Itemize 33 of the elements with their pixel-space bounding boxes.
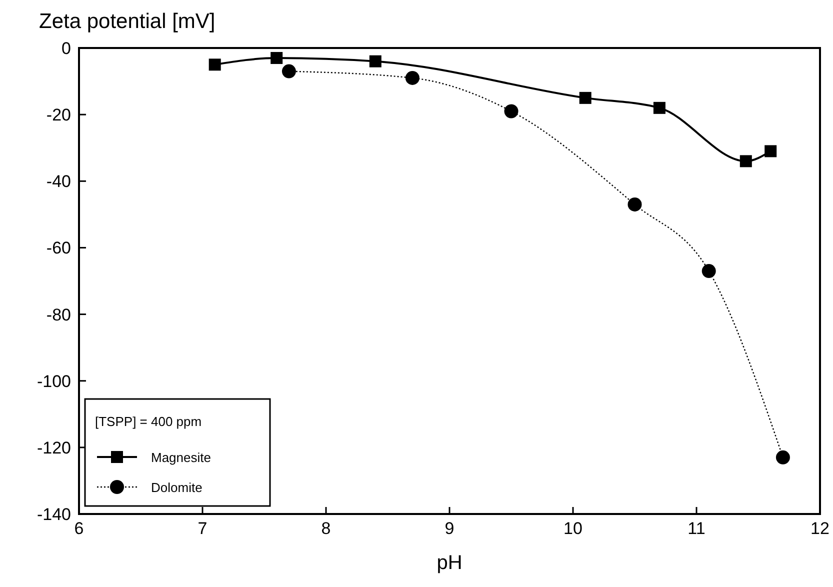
point xyxy=(208,58,221,71)
point xyxy=(282,64,296,78)
x-axis-title: pH xyxy=(436,552,462,574)
point xyxy=(270,52,283,64)
y-tick-label: -20 xyxy=(46,106,71,125)
point xyxy=(504,104,518,118)
x-tick-label: 6 xyxy=(74,519,84,538)
point xyxy=(628,197,642,212)
x-tick-label: 12 xyxy=(810,519,830,538)
point xyxy=(653,102,666,114)
y-tick-label: -140 xyxy=(36,505,71,524)
legend-label: Dolomite xyxy=(151,480,202,495)
x-tick-label: 10 xyxy=(564,519,582,538)
x-tick-label: 8 xyxy=(321,519,331,538)
y-tick-label: 0 xyxy=(62,39,71,58)
point xyxy=(369,55,382,68)
legend-label: Magnesite xyxy=(151,450,211,465)
chart-title: Zeta potential [mV] xyxy=(39,10,216,33)
y-tick-label: -60 xyxy=(46,238,71,258)
point xyxy=(405,70,420,85)
point xyxy=(702,264,716,278)
point xyxy=(776,450,790,464)
point xyxy=(579,92,592,104)
y-tick-label: -80 xyxy=(46,305,71,324)
y-tick-label: -100 xyxy=(36,372,71,391)
y-tick-label: -120 xyxy=(36,438,71,458)
x-tick-label: 9 xyxy=(444,519,454,538)
point xyxy=(764,145,777,158)
legend-title: [TSPP] = 400 ppm xyxy=(95,414,202,429)
x-tick-label: 7 xyxy=(198,519,208,538)
y-tick-label: -40 xyxy=(46,172,71,192)
x-tick-label: 11 xyxy=(688,519,706,538)
point xyxy=(740,155,752,168)
